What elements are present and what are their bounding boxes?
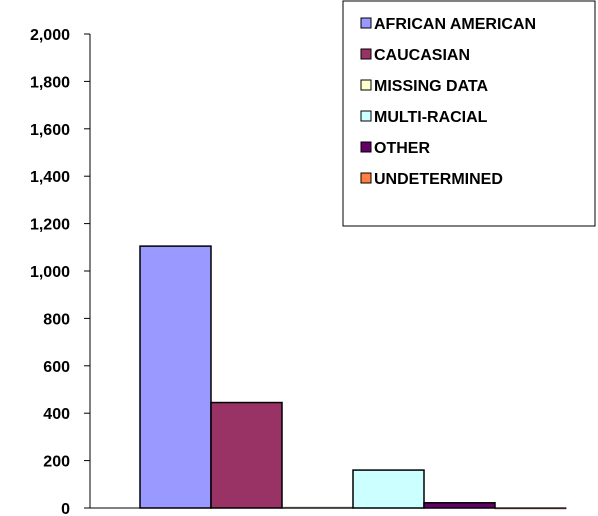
legend-label: AFRICAN AMERICAN bbox=[374, 16, 536, 33]
y-tick-label: 1,600 bbox=[30, 122, 70, 139]
legend-swatch bbox=[360, 79, 372, 91]
y-tick-label: 1,000 bbox=[30, 264, 70, 281]
legend: AFRICAN AMERICAN CAUCASIAN MISSING DATA MUL… bbox=[342, 0, 596, 227]
legend-swatch bbox=[360, 172, 372, 184]
y-tick-label: 1,800 bbox=[30, 74, 70, 91]
y-tick-label: 600 bbox=[43, 359, 70, 376]
y-tick-label: 200 bbox=[43, 454, 70, 471]
y-tick-label: 800 bbox=[43, 311, 70, 328]
bar-other bbox=[423, 502, 496, 509]
legend-swatch bbox=[360, 110, 372, 122]
y-tick-label: 1,200 bbox=[30, 217, 70, 234]
legend-label: CAUCASIAN bbox=[374, 47, 470, 64]
bars bbox=[139, 245, 567, 510]
bar-undetermined bbox=[494, 507, 567, 510]
legend-swatch bbox=[360, 17, 372, 29]
bar-caucasian bbox=[210, 401, 283, 509]
y-tick-label: 2,000 bbox=[30, 27, 70, 44]
y-tick-label: 0 bbox=[61, 501, 70, 516]
bar-multi-racial bbox=[352, 469, 425, 509]
y-tick-label: 400 bbox=[43, 406, 70, 423]
legend-box bbox=[342, 0, 596, 227]
legend-label: OTHER bbox=[374, 140, 430, 157]
legend-label: UNDETERMINED bbox=[374, 171, 503, 188]
legend-swatch bbox=[360, 141, 372, 153]
bar-african-american bbox=[139, 245, 212, 509]
bar-missing-data bbox=[281, 506, 354, 509]
legend-label: MULTI-RACIAL bbox=[374, 109, 488, 126]
y-tick-label: 1,400 bbox=[30, 169, 70, 186]
legend-swatch bbox=[360, 48, 372, 60]
y-axis: 0 200 400 600 800 1,000 1,200 1,400 1,600 1,800 2,… bbox=[30, 27, 566, 516]
legend-label: MISSING DATA bbox=[374, 78, 489, 95]
